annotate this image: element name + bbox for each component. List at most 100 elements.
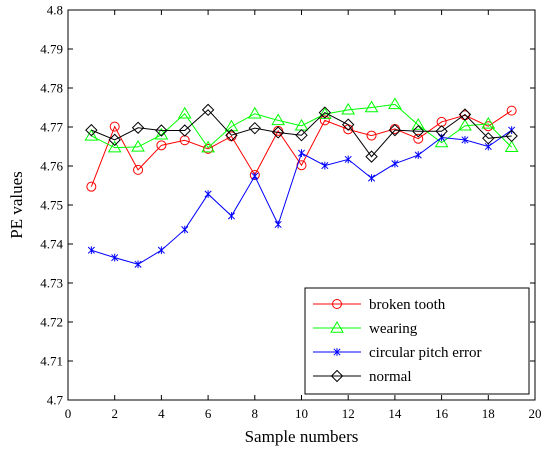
data-point-broken-tooth <box>296 160 307 171</box>
series-line-wearing <box>91 103 513 149</box>
x-tick-label: 14 <box>388 406 402 421</box>
data-point-wearing <box>364 100 379 113</box>
data-point-wearing <box>247 106 262 119</box>
legend-label: broken tooth <box>369 297 446 313</box>
data-point-wearing <box>411 118 426 130</box>
data-point-broken-tooth <box>109 121 120 132</box>
data-point-broken-tooth <box>319 115 330 126</box>
y-tick-label: 4.79 <box>40 42 63 57</box>
series-layer <box>84 97 519 269</box>
data-point-normal <box>131 121 145 134</box>
x-tick-label: 2 <box>111 406 118 421</box>
legend-label: wearing <box>369 321 418 337</box>
data-point-normal <box>388 123 402 137</box>
series-line-normal <box>91 109 512 158</box>
data-point-broken-tooth <box>86 181 97 192</box>
legend-marker <box>333 348 341 356</box>
data-point-normal <box>435 125 448 138</box>
legend-marker <box>332 299 342 309</box>
y-tick-label: 4.73 <box>40 276 63 291</box>
legend-label: circular pitch error <box>369 345 481 361</box>
x-tick-label: 6 <box>205 406 212 421</box>
x-tick-label: 0 <box>65 406 72 421</box>
data-point-wearing <box>201 140 215 153</box>
data-point-circular-pitch-error <box>438 133 446 142</box>
data-point-wearing <box>341 102 356 115</box>
data-point-broken-tooth <box>366 130 377 141</box>
data-point-normal <box>248 121 262 135</box>
data-point-normal <box>412 125 425 138</box>
x-tick-label: 4 <box>158 406 165 421</box>
y-axis-label: PE values <box>7 171 26 239</box>
legend-label: normal <box>369 369 412 385</box>
data-point-broken-tooth <box>506 105 517 116</box>
data-point-normal <box>341 118 355 131</box>
data-point-wearing <box>271 113 286 126</box>
data-point-normal <box>318 106 332 119</box>
data-point-wearing <box>504 140 519 152</box>
data-point-normal <box>505 129 518 143</box>
data-point-circular-pitch-error <box>251 172 259 180</box>
y-tick-label: 4.72 <box>40 315 63 330</box>
axis-ticks: 0 2 4 6 8 10 12 14 16 18 20 4.7 4.71 4.72 4.73 4.74 4.75… <box>40 3 541 422</box>
x-tick-label: 18 <box>482 406 495 421</box>
data-point-circular-pitch-error <box>227 212 236 220</box>
series-circular-pitch-error <box>87 126 516 269</box>
y-tick-label: 4.78 <box>40 81 63 96</box>
data-point-circular-pitch-error <box>87 246 95 255</box>
legend-item-circular-pitch-error: circular pitch error <box>313 345 481 361</box>
data-point-normal <box>365 150 378 163</box>
data-point-wearing <box>388 97 402 110</box>
data-point-normal <box>295 128 308 142</box>
data-point-circular-pitch-error <box>157 246 165 255</box>
legend-item-broken-tooth: broken tooth <box>313 297 446 313</box>
data-point-circular-pitch-error <box>297 149 306 157</box>
x-axis-label: Sample numbers <box>245 427 359 446</box>
legend-item-normal: normal <box>313 369 412 385</box>
y-tick-label: 4.74 <box>40 237 63 252</box>
data-point-broken-tooth <box>413 133 424 144</box>
data-point-normal <box>85 123 98 137</box>
data-point-circular-pitch-error <box>204 190 212 198</box>
series-wearing <box>84 97 519 153</box>
data-point-circular-pitch-error <box>414 151 422 159</box>
data-point-circular-pitch-error <box>461 136 469 144</box>
data-point-wearing <box>107 140 122 153</box>
data-point-circular-pitch-error <box>344 155 352 164</box>
data-point-normal <box>178 124 191 137</box>
data-point-wearing <box>154 127 169 140</box>
data-point-circular-pitch-error <box>391 159 399 168</box>
y-tick-label: 4.76 <box>40 159 63 174</box>
data-point-normal <box>155 124 168 137</box>
x-tick-label: 10 <box>295 406 308 421</box>
y-tick-label: 4.75 <box>40 198 63 213</box>
y-tick-label: 4.77 <box>40 120 63 135</box>
data-point-normal <box>482 132 495 145</box>
legend-marker <box>330 369 344 383</box>
data-point-circular-pitch-error <box>367 174 376 182</box>
x-tick-label: 12 <box>342 406 355 421</box>
data-point-normal <box>271 126 285 139</box>
data-point-wearing <box>84 128 99 141</box>
series-normal <box>85 103 518 163</box>
legend: broken tooth wearing circular pitch error n… <box>304 287 530 395</box>
y-tick-label: 4.8 <box>47 3 63 18</box>
data-point-wearing <box>131 139 145 152</box>
data-point-normal <box>108 133 121 147</box>
data-point-broken-tooth <box>156 140 167 151</box>
data-point-normal <box>458 108 472 121</box>
data-point-wearing <box>224 119 239 132</box>
x-tick-label: 16 <box>435 406 449 421</box>
legend-item-wearing: wearing <box>313 321 418 337</box>
data-point-wearing <box>434 135 449 148</box>
x-tick-label: 20 <box>529 406 542 421</box>
data-point-circular-pitch-error <box>181 225 189 234</box>
legend-marker <box>330 321 344 333</box>
data-point-broken-tooth <box>133 164 144 175</box>
series-line-broken-tooth <box>90 110 512 187</box>
y-tick-label: 4.71 <box>40 354 63 369</box>
data-point-wearing <box>481 116 496 129</box>
data-point-wearing <box>177 106 192 119</box>
data-point-circular-pitch-error <box>134 260 142 269</box>
